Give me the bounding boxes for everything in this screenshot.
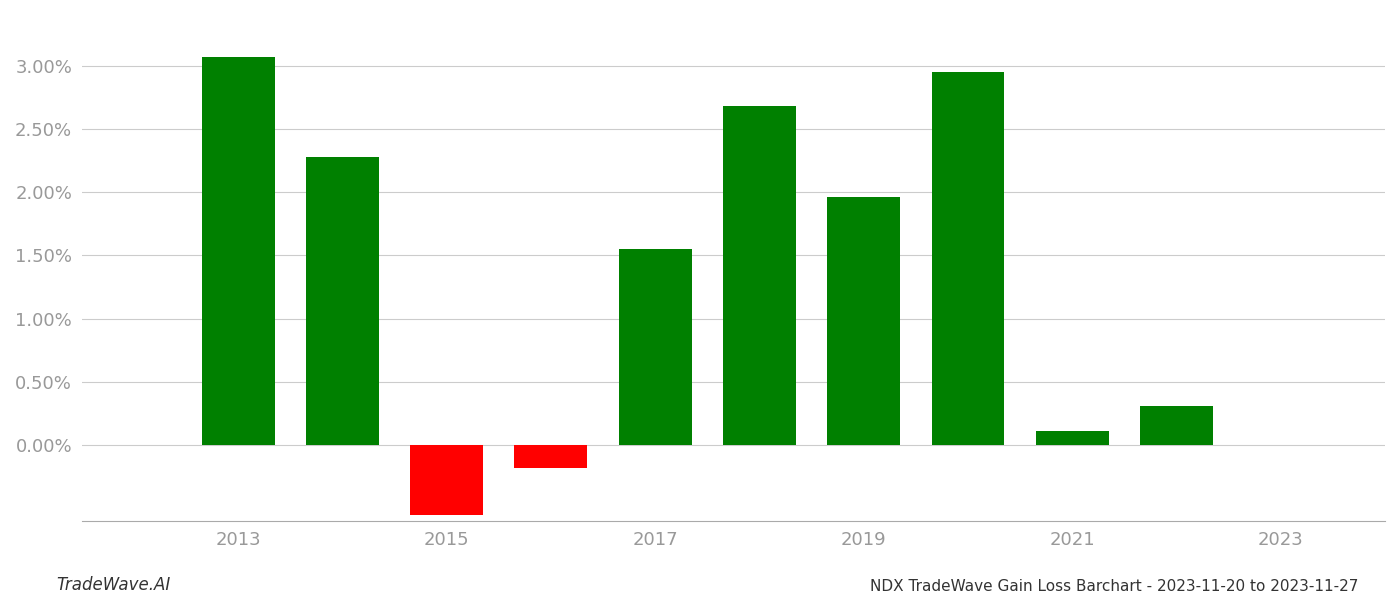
Bar: [514, 445, 588, 468]
Bar: [307, 157, 379, 445]
Bar: [722, 106, 797, 445]
Bar: [931, 72, 1004, 445]
Bar: [827, 197, 900, 445]
Bar: [202, 57, 274, 445]
Bar: [410, 445, 483, 515]
Text: NDX TradeWave Gain Loss Barchart - 2023-11-20 to 2023-11-27: NDX TradeWave Gain Loss Barchart - 2023-…: [869, 579, 1358, 594]
Bar: [1140, 406, 1212, 445]
Text: TradeWave.AI: TradeWave.AI: [56, 576, 171, 594]
Bar: [619, 249, 692, 445]
Bar: [1036, 431, 1109, 445]
